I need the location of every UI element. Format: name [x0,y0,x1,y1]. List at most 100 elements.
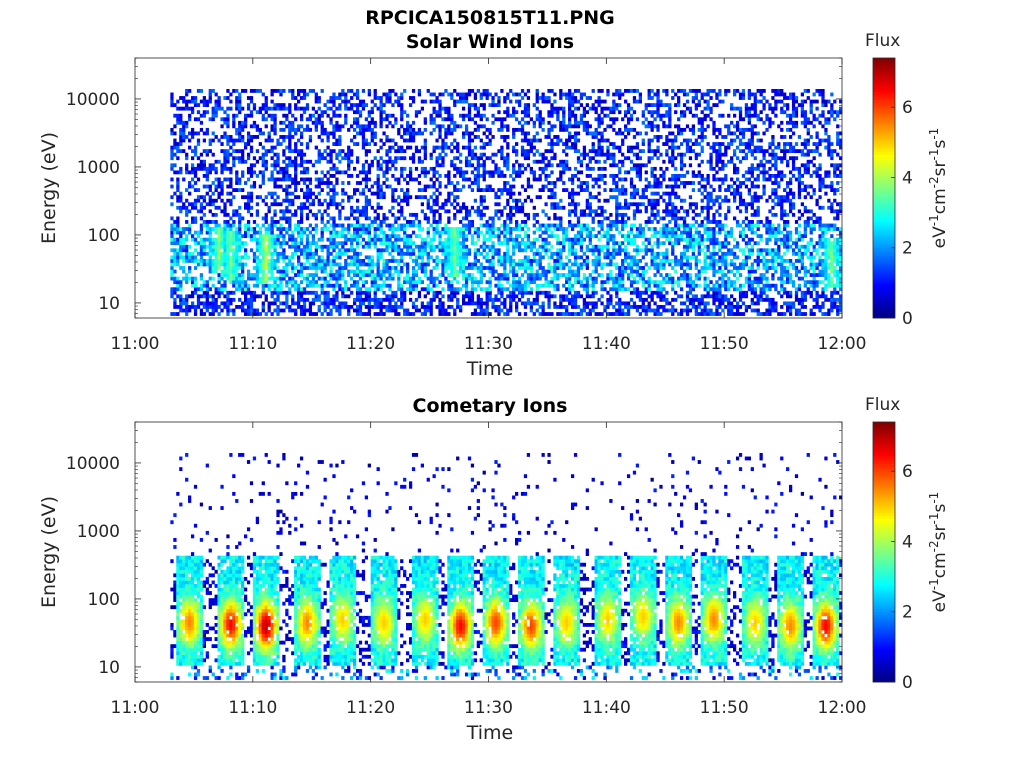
heatmap-cell [432,106,436,111]
heatmap-cell [541,170,545,175]
heatmap-cell [367,266,371,270]
heatmap-cell [294,227,298,231]
heatmap-cell [388,156,392,161]
heatmap-cell [208,92,212,97]
heatmap-cell [444,173,448,178]
heatmap-cell [568,106,572,111]
heatmap-cell [467,117,472,122]
heatmap-cell [282,273,286,277]
heatmap-cell [226,138,230,143]
heatmap-cell [441,145,445,150]
heatmap-cell [335,251,339,256]
heatmap-cell [255,312,260,316]
heatmap-cell [208,241,212,246]
heatmap-cell [355,280,360,285]
heatmap-cell [199,301,204,306]
heatmap-cell [297,294,301,299]
heatmap-cell [538,258,542,263]
heatmap-cell [264,248,268,253]
heatmap-cell [397,251,401,256]
heatmap-cell [332,294,336,299]
heatmap-cell [547,135,551,139]
heatmap-cell [176,149,180,154]
heatmap-cell [432,92,436,97]
heatmap-cell [453,212,457,217]
heatmap-cell [470,223,475,228]
heatmap-cell [573,305,578,309]
heatmap-cell [417,149,422,154]
heatmap-cell [606,227,610,231]
heatmap-cell [367,127,371,132]
heatmap-cell [288,131,292,136]
heatmap-cell [479,173,483,178]
heatmap-cell [308,280,313,285]
heatmap-cell [517,120,522,125]
heatmap-cell [364,184,369,189]
heatmap-cell [562,166,566,171]
heatmap-cell [594,290,598,295]
heatmap-cell [173,152,177,157]
heatmap-cell [367,89,371,93]
heatmap-cell [461,131,466,136]
heatmap-cell [246,308,251,313]
heatmap-cell [459,209,463,214]
heatmap-cell [370,106,374,111]
heatmap-cell [202,205,206,210]
heatmap-cell [391,234,395,239]
heatmap-cell [532,177,536,182]
heatmap-cell [226,96,230,100]
heatmap-cell [476,266,480,270]
heatmap-cell [408,177,413,182]
heatmap-cell [603,287,607,292]
heatmap-cell [179,241,183,246]
heatmap-cell [441,287,445,292]
heatmap-cell [559,159,563,164]
heatmap-cell [464,92,469,97]
heatmap-cell [570,135,575,139]
heatmap-cell [279,290,283,295]
heatmap-cell [568,273,572,277]
heatmap-cell [382,290,386,295]
heatmap-cell [547,294,551,299]
heatmap-cell [535,273,539,277]
heatmap-cell [229,223,233,228]
heatmap-cell [255,159,260,164]
heatmap-cell [217,184,221,189]
heatmap-cell [479,188,483,192]
heatmap-cell [517,290,522,295]
heatmap-cell [544,241,548,246]
heatmap-cell [199,216,204,221]
heatmap-cell [302,191,307,196]
heatmap-cell [438,106,442,111]
heatmap-cell [179,294,183,299]
heatmap-cell [579,283,584,288]
heatmap-cell [320,131,324,136]
heatmap-cell [302,287,307,292]
heatmap-cell [506,110,510,115]
heatmap-cell [182,99,186,104]
heatmap-cell [461,99,466,104]
heatmap-cell [559,89,563,93]
heatmap-cell [317,149,321,154]
heatmap-cell [476,283,480,288]
heatmap-cell [506,280,510,285]
heatmap-cell [506,181,510,185]
heatmap-cell [523,223,528,228]
heatmap-cell [565,287,569,292]
heatmap-cell [600,173,604,178]
heatmap-cell [299,287,304,292]
heatmap-cell [535,294,539,299]
heatmap-cell [347,89,351,93]
heatmap-cell [417,195,422,200]
heatmap-cell [285,297,289,302]
heatmap-cell [249,305,254,309]
heatmap-cell [494,308,498,313]
heatmap-cell [205,244,209,249]
heatmap-cell [193,248,198,253]
heatmap-cell [302,308,307,313]
heatmap-cell [226,244,230,249]
heatmap-cell [538,120,542,125]
heatmap-cell [579,113,584,118]
heatmap-cell [556,202,560,207]
heatmap-cell [512,248,516,253]
